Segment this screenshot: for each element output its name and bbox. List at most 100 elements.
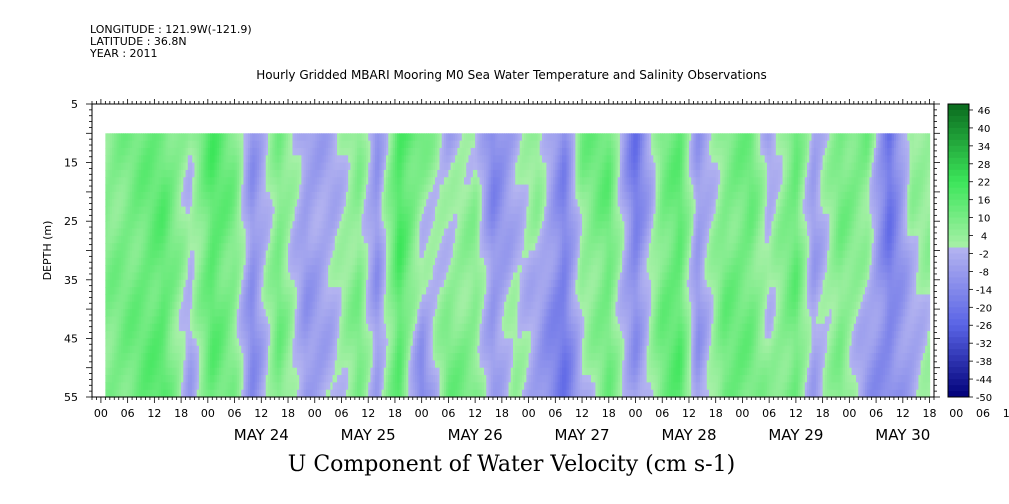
- heatmap-cell: [210, 301, 213, 310]
- heatmap-cell: [169, 360, 173, 369]
- heatmap-cell: [114, 331, 118, 339]
- heatmap-cell: [129, 323, 133, 332]
- heatmap-cell: [169, 301, 173, 310]
- heatmap-cell: [134, 243, 138, 252]
- heatmap-cell: [167, 265, 171, 274]
- heatmap-cell: [161, 155, 164, 164]
- heatmap-cell: [129, 338, 133, 347]
- heatmap-cell: [210, 360, 213, 369]
- heatmap-cell: [123, 243, 127, 252]
- heatmap-cell: [210, 250, 213, 259]
- heatmap-cell: [134, 221, 138, 230]
- heatmap-cell: [178, 177, 182, 186]
- heatmap-cell: [120, 191, 124, 200]
- heatmap-cell: [163, 375, 167, 383]
- heatmap-cell: [198, 309, 202, 318]
- heatmap-cell: [172, 382, 176, 391]
- heatmap-cell: [214, 279, 218, 288]
- heatmap-cell: [141, 279, 144, 288]
- heatmap-cell: [156, 345, 160, 354]
- heatmap-cell: [107, 338, 111, 347]
- heatmap-cell: [114, 206, 118, 215]
- heatmap-cell: [145, 162, 149, 171]
- heatmap-cell: [212, 221, 216, 230]
- heatmap-cell: [154, 199, 158, 208]
- heatmap-cell: [147, 169, 151, 178]
- heatmap-cell: [105, 191, 109, 200]
- heatmap-cell: [205, 133, 209, 142]
- heatmap-cell: [138, 279, 142, 288]
- heatmap-cell: [134, 382, 138, 391]
- heatmap-cell: [158, 360, 162, 369]
- heatmap-cell: [107, 162, 111, 171]
- heatmap-cell: [214, 140, 218, 149]
- heatmap-cell: [105, 272, 109, 281]
- heatmap-cell: [141, 140, 144, 149]
- heatmap-cell: [192, 228, 196, 237]
- heatmap-cell: [187, 147, 191, 156]
- heatmap-cell: [167, 184, 171, 193]
- heatmap-cell: [165, 169, 169, 178]
- heatmap-cell: [143, 235, 147, 244]
- heatmap-cell: [123, 155, 127, 164]
- heatmap-cell: [198, 155, 202, 164]
- heatmap-cell: [156, 279, 160, 288]
- heatmap-cell: [149, 243, 153, 252]
- heatmap-cell: [185, 191, 189, 200]
- heatmap-cell: [107, 213, 111, 222]
- heatmap-cell: [185, 389, 189, 398]
- heatmap-cell: [134, 301, 138, 310]
- heatmap-cell: [183, 265, 187, 274]
- heatmap-cell: [207, 177, 211, 186]
- heatmap-cell: [210, 382, 213, 391]
- heatmap-cell: [192, 206, 196, 215]
- heatmap-cell: [196, 375, 200, 383]
- heatmap-cell: [132, 213, 135, 222]
- heatmap-cell: [183, 221, 187, 230]
- heatmap-cell: [152, 323, 155, 332]
- heatmap-cell: [169, 389, 173, 398]
- heatmap-cell: [132, 323, 135, 332]
- heatmap-cell: [178, 316, 182, 325]
- heatmap-cell: [123, 301, 127, 310]
- heatmap-cell: [192, 309, 196, 318]
- heatmap-cell: [129, 147, 133, 156]
- heatmap-cell: [149, 382, 153, 391]
- heatmap-cell: [210, 389, 213, 398]
- heatmap-cell: [147, 228, 151, 237]
- heatmap-cell: [132, 345, 135, 354]
- heatmap-cell: [163, 294, 167, 303]
- heatmap-cell: [167, 162, 171, 171]
- heatmap-cell: [212, 294, 216, 303]
- heatmap-cell: [109, 345, 113, 354]
- heatmap-cell: [120, 133, 124, 142]
- heatmap-cell: [132, 331, 135, 339]
- heatmap-cell: [132, 338, 135, 347]
- heatmap-cell: [127, 316, 131, 325]
- heatmap-cell: [132, 367, 135, 376]
- heatmap-cell: [176, 316, 180, 325]
- heatmap-cell: [194, 140, 198, 149]
- heatmap-cell: [174, 272, 178, 281]
- heatmap-cell: [158, 140, 162, 149]
- heatmap-cell: [116, 294, 120, 303]
- heatmap-cell: [178, 382, 182, 391]
- heatmap-cell: [136, 331, 140, 339]
- heatmap-cell: [132, 169, 135, 178]
- heatmap-cell: [147, 140, 151, 149]
- heatmap-cell: [132, 257, 135, 266]
- heatmap-cell: [112, 184, 115, 193]
- heatmap-cell: [136, 235, 140, 244]
- heatmap-cell: [190, 169, 193, 178]
- heatmap-cell: [127, 309, 131, 318]
- heatmap-cell: [114, 345, 118, 354]
- heatmap-cell: [118, 162, 122, 171]
- heatmap-cell: [201, 323, 204, 332]
- heatmap-cell: [185, 147, 189, 156]
- heatmap-cell: [183, 169, 187, 178]
- heatmap-cell: [114, 228, 118, 237]
- heatmap-cell: [107, 199, 111, 208]
- heatmap-cell: [147, 309, 151, 318]
- heatmap-cell: [138, 367, 142, 376]
- heatmap-cell: [187, 272, 191, 281]
